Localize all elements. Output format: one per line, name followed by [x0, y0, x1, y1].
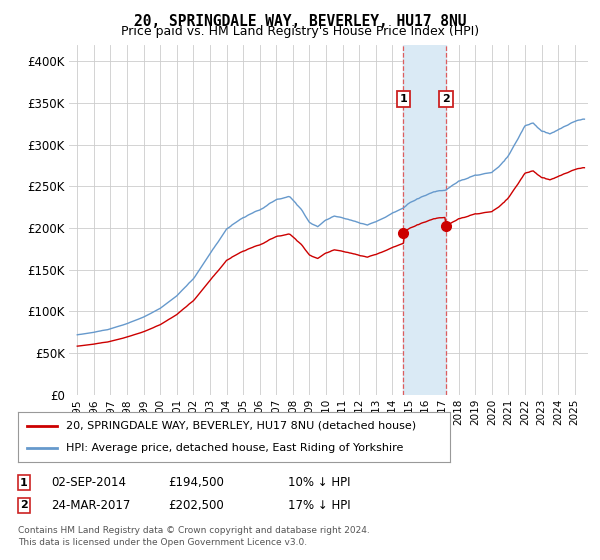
Bar: [403, 45, 446, 395]
Text: Price paid vs. HM Land Registry's House Price Index (HPI): Price paid vs. HM Land Registry's House …: [121, 25, 479, 38]
Text: 24-MAR-2017: 24-MAR-2017: [51, 498, 130, 512]
Text: 10% ↓ HPI: 10% ↓ HPI: [288, 476, 350, 489]
Text: This data is licensed under the Open Government Licence v3.0.: This data is licensed under the Open Gov…: [18, 538, 307, 547]
Text: HPI: Average price, detached house, East Riding of Yorkshire: HPI: Average price, detached house, East…: [65, 443, 403, 453]
Text: 2: 2: [442, 94, 450, 104]
Text: 2: 2: [20, 500, 28, 510]
Text: £202,500: £202,500: [168, 498, 224, 512]
Text: 1: 1: [20, 478, 28, 488]
Text: 1: 1: [400, 94, 407, 104]
Text: 20, SPRINGDALE WAY, BEVERLEY, HU17 8NU: 20, SPRINGDALE WAY, BEVERLEY, HU17 8NU: [134, 14, 466, 29]
Text: 20, SPRINGDALE WAY, BEVERLEY, HU17 8NU (detached house): 20, SPRINGDALE WAY, BEVERLEY, HU17 8NU (…: [65, 421, 416, 431]
Text: Contains HM Land Registry data © Crown copyright and database right 2024.: Contains HM Land Registry data © Crown c…: [18, 526, 370, 535]
Text: £194,500: £194,500: [168, 476, 224, 489]
Text: 17% ↓ HPI: 17% ↓ HPI: [288, 498, 350, 512]
Text: 02-SEP-2014: 02-SEP-2014: [51, 476, 126, 489]
